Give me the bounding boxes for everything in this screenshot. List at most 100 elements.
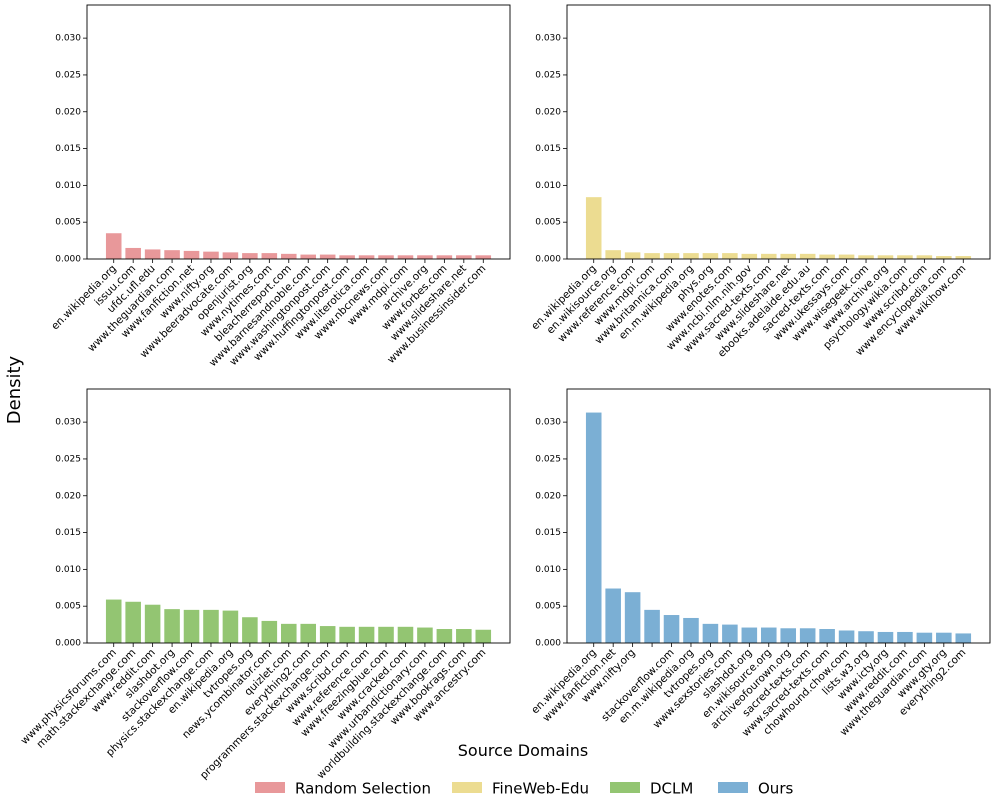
bar: [358, 255, 375, 259]
legend-label: DCLM: [650, 780, 693, 798]
bar: [760, 627, 777, 643]
y-tick-label: 0.030: [535, 34, 561, 44]
y-tick-label: 0.000: [55, 255, 81, 265]
bar: [722, 624, 738, 643]
bar: [702, 623, 719, 643]
bar: [300, 254, 317, 259]
subplot: 0.0000.0050.0100.0150.0200.0250.030www.p…: [19, 388, 511, 782]
bar: [799, 628, 816, 643]
y-tick-label: 0.020: [55, 107, 81, 117]
legend-label: Random Selection: [295, 780, 431, 798]
bar: [585, 197, 602, 259]
bar: [456, 629, 472, 643]
bar: [417, 627, 433, 643]
bar: [683, 253, 699, 259]
bar: [760, 253, 777, 259]
bar: [702, 253, 719, 259]
bar: [378, 255, 394, 259]
bar: [261, 620, 278, 643]
bar: [164, 250, 180, 259]
y-tick-label: 0.015: [55, 528, 81, 538]
bar: [203, 251, 219, 259]
legend-label: Ours: [758, 780, 793, 798]
bar: [877, 631, 894, 643]
axes-frame: [86, 4, 511, 260]
bar: [456, 255, 472, 259]
bar: [838, 254, 855, 259]
y-tick-label: 0.020: [55, 491, 81, 501]
bar: [644, 609, 660, 643]
subplot: 0.0000.0050.0100.0150.0200.0250.030en.wi…: [529, 388, 991, 739]
bar: [242, 253, 258, 259]
bar: [203, 609, 219, 643]
bar: [436, 629, 453, 643]
axes-frame: [566, 4, 991, 260]
axes-frame: [86, 388, 511, 644]
y-tick-label: 0.000: [55, 639, 81, 649]
legend-swatch: [610, 782, 640, 793]
bar: [838, 630, 855, 643]
axes-frame: [566, 388, 991, 644]
bar: [936, 256, 952, 259]
bar: [105, 599, 122, 643]
bar: [955, 633, 972, 643]
bar: [741, 253, 758, 259]
bar: [605, 250, 621, 259]
bar: [897, 631, 913, 643]
bar: [585, 412, 602, 643]
bar: [936, 632, 952, 643]
subplot: 0.0000.0050.0100.0150.0200.0250.030en.wi…: [49, 4, 511, 369]
bar: [722, 253, 738, 259]
y-tick-label: 0.015: [535, 144, 561, 154]
bar: [663, 253, 680, 259]
bar: [144, 604, 161, 643]
y-tick-label: 0.025: [55, 454, 81, 464]
bar: [916, 255, 933, 259]
x-axis-label: Source Domains: [458, 741, 588, 760]
bar: [741, 627, 758, 643]
bar: [780, 253, 797, 259]
y-tick-label: 0.015: [535, 528, 561, 538]
bar: [877, 255, 894, 259]
bar: [125, 601, 141, 643]
y-tick-label: 0.005: [55, 218, 81, 228]
bar: [242, 617, 258, 643]
bar: [475, 255, 492, 259]
y-tick-label: 0.005: [55, 602, 81, 612]
bar: [397, 255, 414, 259]
bar: [125, 247, 141, 259]
legend-swatch: [255, 782, 285, 793]
y-tick-label: 0.005: [535, 218, 561, 228]
bar: [897, 255, 913, 259]
y-tick-label: 0.020: [535, 107, 561, 117]
bar: [164, 609, 180, 643]
y-tick-label: 0.020: [535, 491, 561, 501]
bar: [858, 631, 874, 643]
y-tick-label: 0.025: [535, 70, 561, 80]
bar: [183, 250, 200, 259]
y-tick-label: 0.030: [535, 418, 561, 428]
bar: [819, 629, 835, 643]
y-tick-label: 0.010: [55, 181, 81, 191]
y-axis-label: Density: [4, 355, 25, 424]
y-tick-label: 0.000: [535, 255, 561, 265]
bar: [261, 253, 278, 259]
legend-swatch: [718, 782, 748, 793]
y-tick-label: 0.010: [55, 565, 81, 575]
bar: [144, 249, 161, 259]
bar: [780, 628, 797, 643]
bar: [222, 610, 239, 643]
bar: [624, 592, 641, 643]
bar: [605, 588, 621, 643]
bar: [644, 253, 660, 259]
bar: [280, 253, 297, 259]
bar: [683, 617, 699, 643]
y-tick-label: 0.010: [535, 181, 561, 191]
bar: [858, 255, 874, 259]
bar: [436, 255, 453, 259]
y-tick-label: 0.010: [535, 565, 561, 575]
bar: [222, 252, 239, 259]
legend-swatch: [452, 782, 482, 793]
bar: [819, 254, 835, 259]
